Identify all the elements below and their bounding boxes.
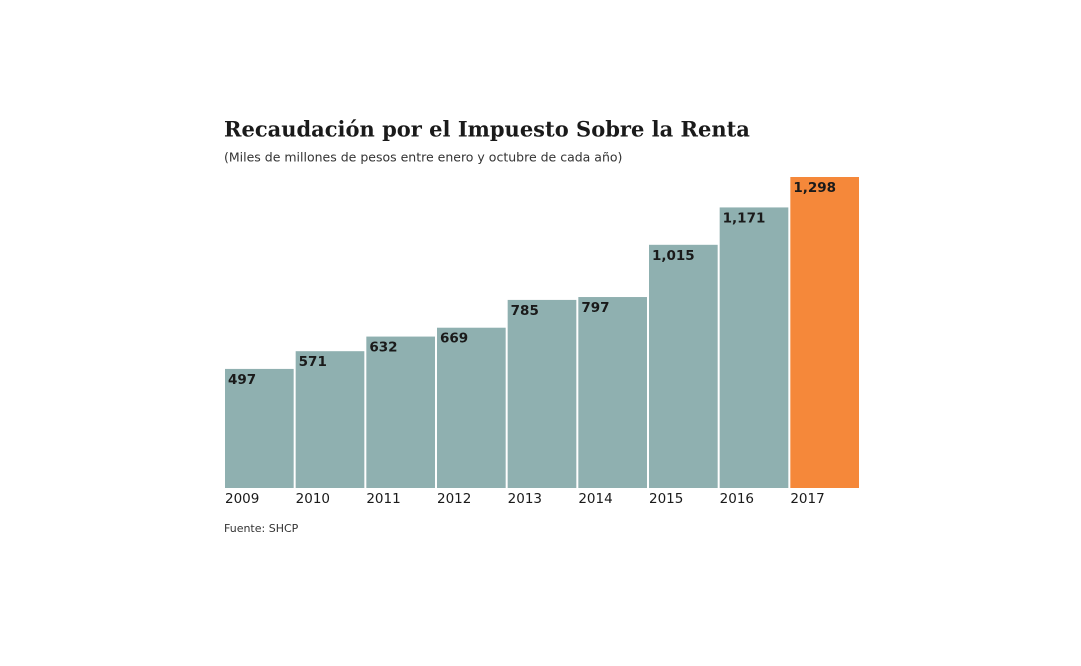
value-label: 632 [369, 340, 397, 356]
x-tick-label: 2014 [578, 491, 612, 507]
x-tick-label: 2011 [366, 491, 400, 507]
value-label: 1,298 [793, 180, 836, 196]
bar [295, 351, 365, 488]
x-tick-label: 2009 [225, 491, 259, 507]
bar [649, 244, 718, 488]
source: Fuente: SHCP [224, 522, 299, 535]
bar [366, 336, 435, 488]
x-tick-label: 2017 [790, 491, 824, 507]
value-label: 497 [228, 372, 256, 388]
value-label: 797 [581, 300, 609, 316]
value-label: 785 [511, 303, 539, 319]
bar [507, 299, 577, 488]
value-label: 571 [299, 354, 327, 370]
x-tick-label: 2013 [508, 491, 542, 507]
chart-subtitle: (Miles de millones de pesos entre enero … [224, 150, 622, 165]
chart-title: Recaudación por el Impuesto Sobre la Ren… [224, 117, 750, 142]
x-tick-label: 2012 [437, 491, 471, 507]
bar [437, 327, 506, 488]
bar [790, 177, 859, 488]
x-tick-label: 2010 [296, 491, 330, 507]
value-label: 1,015 [652, 248, 695, 264]
x-tick-label: 2016 [720, 491, 754, 507]
bar [578, 297, 647, 488]
bar [719, 207, 789, 488]
x-tick-label: 2015 [649, 491, 683, 507]
value-label: 1,171 [723, 210, 766, 226]
value-label: 669 [440, 331, 468, 347]
bar [225, 368, 294, 488]
